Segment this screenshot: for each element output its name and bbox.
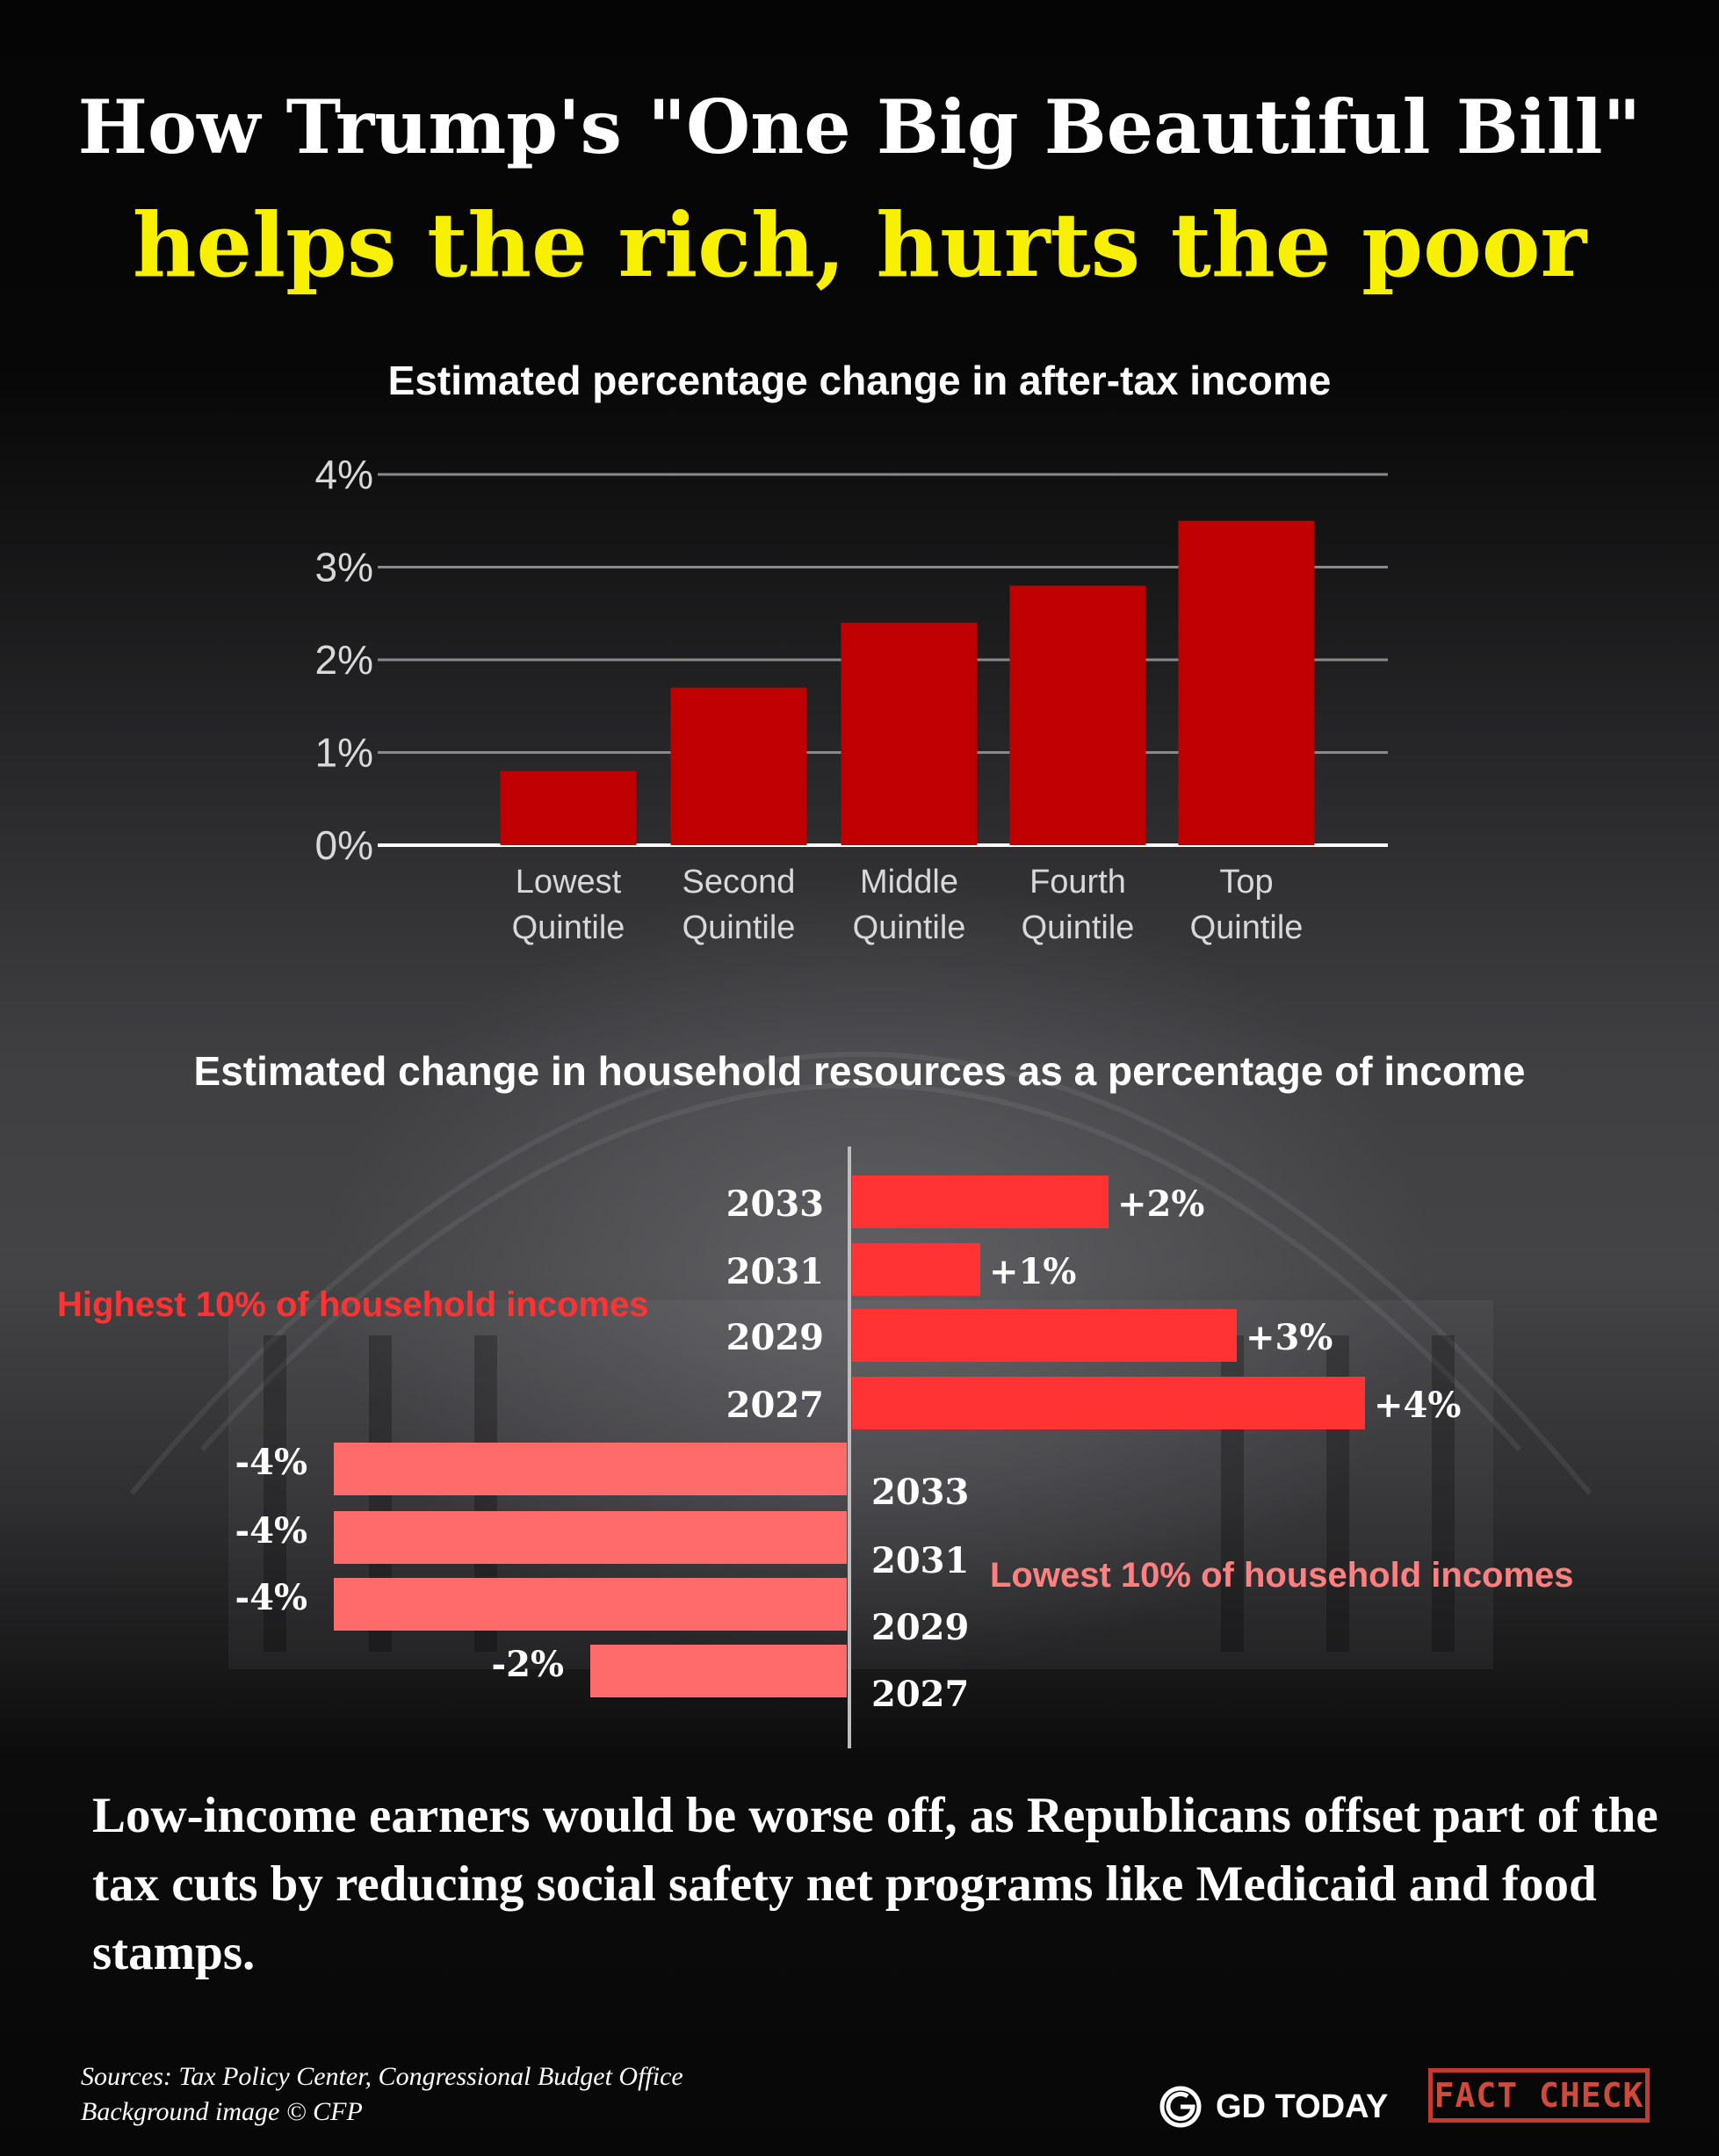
value-label: -4% [235,1510,307,1552]
year-label: 2031 [871,1540,969,1581]
bar [1009,585,1146,845]
y-tick-label: 1% [315,730,373,776]
chart-2-title: Estimated change in household resources … [193,1048,1526,1094]
bar [500,771,637,845]
bar [670,687,807,845]
y-tick-label: 0% [315,822,373,868]
year-label: 2031 [726,1251,824,1292]
category-label: Quintile [512,909,625,946]
sources-line: Sources: Tax Policy Center, Congressiona… [81,2062,683,2091]
category-label: Second [683,864,796,901]
y-tick-label: 3% [315,545,373,590]
y-tick-label: 2% [315,637,373,683]
category-label: Quintile [683,909,796,946]
bar [334,1443,847,1495]
bar [852,1176,1109,1228]
value-label: -4% [235,1442,307,1483]
year-label: 2033 [871,1472,969,1513]
year-label: 2027 [871,1674,969,1715]
background-credit-line: Background image © CFP [81,2097,363,2126]
value-label: +1% [989,1251,1076,1292]
bar [334,1511,847,1564]
category-label: Fourth [1029,864,1126,901]
value-label: +4% [1374,1385,1461,1426]
legend-highest-10: Highest 10% of household incomes [57,1285,648,1324]
bar [1178,520,1315,845]
value-label: -2% [492,1644,564,1685]
bar [334,1578,847,1631]
conclusion-text: Low-income earners would be worse off, a… [92,1788,1658,1980]
brand-name: GD TODAY [1216,2087,1389,2125]
value-label: -4% [235,1577,307,1618]
fact-check-badge: FACT CHECK [1428,2068,1650,2123]
after-tax-income-bar-chart: 0% 1% 2% 3% 4% Lowest Quintile Second Quintile Mi… [315,452,1388,946]
year-label: 2029 [726,1317,824,1358]
category-label: Quintile [1022,909,1135,946]
bar [841,622,978,845]
category-label: Quintile [853,909,966,946]
bar [852,1377,1365,1429]
value-label: +3% [1246,1317,1333,1358]
bar [852,1309,1237,1362]
bar [852,1243,980,1296]
y-tick-label: 4% [315,452,373,497]
gd-today-logo-icon [1159,2086,1202,2128]
category-label: Middle [860,864,958,901]
category-label: Quintile [1190,909,1304,946]
headline-line-1: How Trump's "One Big Beautiful Bill" [77,83,1642,170]
sources-note: Sources: Tax Policy Center, Congressiona… [81,2059,683,2130]
value-label: +2% [1117,1183,1204,1225]
bar [590,1645,847,1697]
legend-lowest-10: Lowest 10% of household incomes [990,1556,1574,1595]
category-label: Lowest [516,864,622,901]
year-label: 2027 [726,1385,824,1426]
household-resources-bar-chart: 2033 +2% 2031 +1% 2029 +3% 2027 +4% Highest 10% … [57,1147,1574,1748]
chart-1-title: Estimated percentage change in after-tax… [387,358,1332,403]
brand-gd-today: GD TODAY [1158,2082,1388,2131]
year-label: 2033 [726,1183,824,1225]
headline-line-2: helps the rich, hurts the poor [132,193,1587,297]
year-label: 2029 [871,1607,969,1648]
category-label: Top [1219,864,1273,901]
